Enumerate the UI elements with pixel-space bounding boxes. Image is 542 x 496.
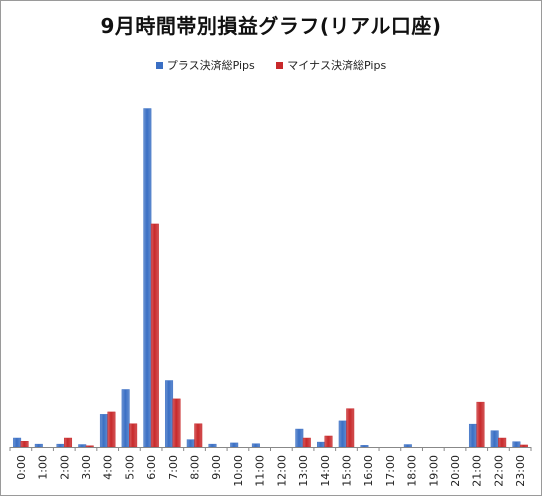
bar-plus-2 (56, 443, 65, 448)
bar-plus-9 (208, 443, 217, 448)
x-tick-label-12: 12:00 (275, 455, 288, 487)
legend-swatch-minus (276, 61, 284, 69)
x-tick-label-1: 1:00 (37, 455, 50, 480)
x-tick-label-16: 16:00 (362, 455, 375, 487)
bar-plus-15 (338, 420, 347, 448)
bar-plus-0 (13, 437, 22, 448)
legend-label-minus: マイナス決済総Pips (287, 59, 387, 72)
bar-plus-6 (143, 108, 152, 448)
bar-minus-7 (172, 398, 181, 448)
x-tick-label-17: 17:00 (384, 455, 397, 487)
bar-plus-23 (512, 441, 521, 448)
bar-plus-4 (99, 414, 108, 448)
x-tick-label-6: 6:00 (145, 455, 158, 480)
x-tick-label-8: 8:00 (189, 455, 202, 480)
x-tick-label-13: 13:00 (297, 455, 310, 487)
x-tick-label-18: 18:00 (406, 455, 419, 487)
bar-minus-0 (20, 441, 29, 448)
bar-minus-13 (302, 437, 311, 448)
bar-plus-3 (78, 444, 87, 448)
bar-plus-7 (165, 380, 174, 448)
bar-plus-13 (295, 428, 304, 448)
bar-minus-6 (150, 223, 159, 448)
bar-plus-14 (317, 441, 326, 448)
x-tick-label-0: 0:00 (15, 455, 28, 480)
x-tick-label-7: 7:00 (167, 455, 180, 480)
bar-plus-10 (230, 442, 239, 448)
legend-item-plus: プラス決済総Pips (155, 57, 255, 73)
legend-swatch-plus (155, 61, 163, 69)
x-tick-label-5: 5:00 (123, 455, 136, 480)
bar-plus-18 (403, 444, 412, 448)
bar-minus-4 (107, 411, 116, 448)
bar-minus-22 (498, 437, 507, 448)
legend-label-plus: プラス決済総Pips (166, 59, 255, 72)
x-tick-label-4: 4:00 (102, 455, 115, 480)
x-tick-label-9: 9:00 (210, 455, 223, 480)
bar-minus-5 (129, 423, 138, 448)
bar-plus-11 (251, 443, 260, 448)
x-tick-label-21: 21:00 (471, 455, 484, 487)
x-tick-label-22: 22:00 (492, 455, 505, 487)
bar-minus-3 (85, 445, 94, 448)
chart-title: 9月時間帯別損益グラフ(リアル口座) (100, 14, 442, 38)
x-tick-label-11: 11:00 (254, 455, 267, 487)
bar-plus-16 (360, 445, 369, 448)
bar-plus-22 (490, 430, 499, 448)
x-tick-label-19: 19:00 (427, 455, 440, 487)
x-tick-label-14: 14:00 (319, 455, 332, 487)
bar-minus-14 (324, 435, 333, 448)
bar-minus-8 (194, 423, 203, 448)
bar-plus-5 (121, 389, 130, 448)
x-tick-label-23: 23:00 (514, 455, 527, 487)
bar-plus-1 (34, 443, 43, 448)
bar-minus-23 (519, 444, 528, 448)
bar-minus-21 (476, 401, 485, 448)
x-tick-label-15: 15:00 (340, 455, 353, 487)
bar-plus-8 (186, 439, 195, 448)
x-tick-label-2: 2:00 (58, 455, 71, 480)
bar-minus-2 (64, 437, 73, 448)
x-tick-label-3: 3:00 (80, 455, 93, 480)
x-tick-label-20: 20:00 (449, 455, 462, 487)
bar-plus-21 (468, 423, 477, 448)
bar-minus-15 (346, 408, 355, 448)
x-tick-label-10: 10:00 (232, 455, 245, 487)
legend: プラス決済総Pips マイナス決済総Pips (0, 57, 542, 73)
legend-item-minus: マイナス決済総Pips (276, 57, 386, 73)
